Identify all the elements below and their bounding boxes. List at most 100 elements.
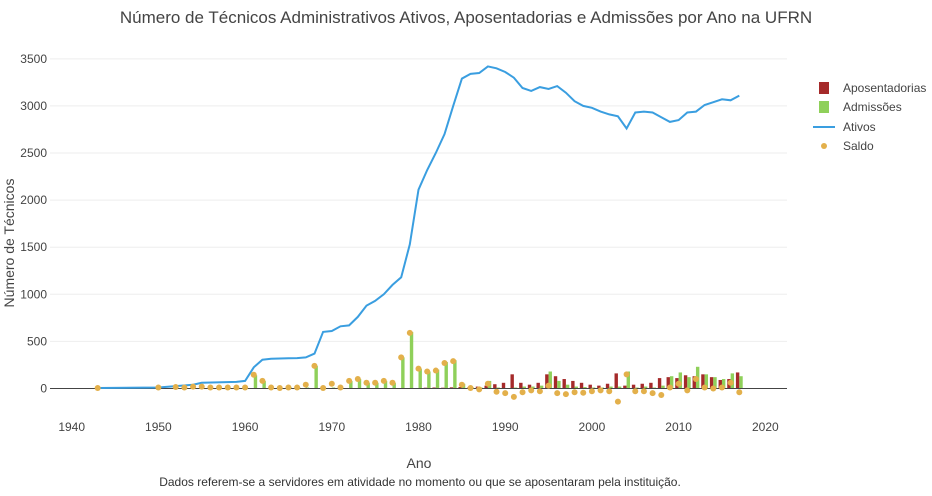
x-tick-label: 2020 bbox=[752, 420, 779, 434]
point-saldo bbox=[415, 365, 422, 372]
bar-aposentadorias bbox=[571, 380, 575, 389]
point-saldo bbox=[233, 384, 240, 391]
bar-admissões bbox=[444, 362, 448, 389]
y-tick-label: 500 bbox=[27, 334, 47, 348]
bar-aposentadorias bbox=[657, 378, 662, 389]
bar-aposentadorias bbox=[449, 387, 454, 389]
bar-aposentadorias bbox=[553, 376, 558, 389]
point-saldo bbox=[216, 384, 223, 391]
point-saldo bbox=[302, 381, 309, 388]
bar-admissões bbox=[661, 385, 665, 389]
bar-aposentadorias bbox=[666, 377, 670, 389]
point-saldo bbox=[692, 376, 699, 383]
point-saldo bbox=[181, 384, 188, 391]
bar-aposentadorias bbox=[588, 384, 592, 389]
point-saldo bbox=[580, 389, 587, 396]
x-tick-label: 2010 bbox=[665, 420, 692, 434]
bar-admissões bbox=[539, 385, 544, 389]
legend-swatch-saldo bbox=[821, 143, 827, 150]
legend-swatch-ativos bbox=[813, 125, 835, 128]
x-axis-ticks: 1940 1950 1960 1970 1980 1990 2000 2010 2020 bbox=[58, 420, 779, 434]
legend-item-ativos[interactable]: Ativos bbox=[813, 117, 926, 137]
bar-aposentadorias bbox=[527, 384, 532, 389]
bar-admissões bbox=[678, 372, 683, 389]
point-saldo bbox=[623, 371, 630, 378]
bar-aposentadorias bbox=[640, 383, 644, 389]
bar-admissões bbox=[375, 382, 379, 389]
x-tick-label: 1960 bbox=[232, 420, 259, 434]
bar-admissões bbox=[401, 357, 405, 389]
bar-aposentadorias bbox=[545, 374, 549, 389]
point-saldo bbox=[363, 379, 370, 386]
footnote: Dados referem-se a servidores em ativida… bbox=[159, 475, 681, 489]
point-saldo bbox=[450, 358, 457, 365]
point-saldo bbox=[536, 388, 543, 395]
point-saldo bbox=[727, 379, 734, 386]
bar-aposentadorias bbox=[631, 384, 636, 389]
bar-aposentadorias bbox=[536, 382, 540, 389]
point-saldo bbox=[614, 398, 621, 405]
point-saldo bbox=[155, 384, 162, 391]
point-saldo bbox=[493, 388, 500, 395]
point-saldo bbox=[649, 390, 656, 397]
bar-aposentadorias bbox=[501, 382, 506, 389]
bar-aposentadorias bbox=[649, 382, 653, 389]
chart-title: Número de Técnicos Administrativos Ativo… bbox=[119, 8, 813, 27]
point-saldo bbox=[268, 384, 275, 391]
y-tick-label: 1000 bbox=[20, 287, 47, 301]
point-saldo bbox=[562, 391, 569, 398]
point-saldo bbox=[328, 380, 335, 387]
point-saldo bbox=[528, 387, 535, 394]
bar-admissões bbox=[609, 386, 613, 389]
x-tick-label: 1970 bbox=[318, 420, 345, 434]
bar-aposentadorias bbox=[735, 372, 740, 389]
bar-aposentadorias bbox=[709, 377, 714, 389]
bar-aposentadorias bbox=[683, 375, 688, 389]
legend-label: Aposentadorias bbox=[843, 80, 927, 95]
x-tick-label: 1980 bbox=[405, 420, 432, 434]
bar-admissões bbox=[643, 386, 648, 389]
y-axis-ticks: 0 500 1000 1500 2000 2500 3000 3500 bbox=[20, 52, 47, 396]
point-saldo bbox=[424, 368, 431, 375]
bar-admissões bbox=[687, 377, 691, 389]
legend-item-saldo[interactable]: Saldo bbox=[813, 137, 926, 157]
bar-aposentadorias bbox=[493, 384, 497, 389]
bar-admissões bbox=[565, 384, 570, 389]
point-saldo bbox=[502, 390, 509, 397]
y-tick-label: 2500 bbox=[20, 146, 47, 160]
legend: Aposentadorias Admissões Ativos Saldo bbox=[813, 78, 926, 156]
point-saldo bbox=[346, 377, 353, 384]
point-saldo bbox=[389, 379, 396, 386]
bar-aposentadorias bbox=[597, 385, 601, 389]
point-saldo bbox=[276, 384, 283, 391]
point-saldo bbox=[484, 380, 491, 387]
bar-aposentadorias bbox=[701, 374, 705, 389]
bar-admissões bbox=[617, 386, 622, 389]
point-saldo bbox=[545, 382, 552, 389]
series-line-ativos bbox=[97, 65, 740, 389]
point-saldo bbox=[320, 384, 327, 391]
legend-item-aposentadorias[interactable]: Aposentadorias bbox=[813, 78, 926, 98]
bar-admissões bbox=[262, 380, 266, 389]
bar-aposentadorias bbox=[510, 374, 514, 389]
point-saldo bbox=[666, 384, 673, 391]
bar-aposentadorias bbox=[623, 385, 627, 389]
bar-aposentadorias bbox=[562, 379, 566, 389]
point-saldo bbox=[658, 392, 665, 399]
x-tick-label: 1940 bbox=[58, 420, 85, 434]
point-saldo bbox=[337, 384, 344, 391]
point-saldo bbox=[354, 376, 361, 383]
bar-admissões bbox=[427, 371, 431, 389]
bar-aposentadorias bbox=[605, 383, 610, 389]
y-tick-label: 2000 bbox=[20, 193, 47, 207]
point-saldo bbox=[372, 379, 379, 386]
bars bbox=[253, 331, 743, 389]
legend-item-admissoes[interactable]: Admissões bbox=[813, 98, 926, 118]
point-saldo bbox=[571, 389, 578, 396]
bar-admissões bbox=[669, 376, 674, 389]
bar-aposentadorias bbox=[579, 382, 584, 389]
point-saldo bbox=[554, 390, 561, 397]
point-saldo bbox=[380, 377, 387, 384]
y-tick-label: 3000 bbox=[20, 99, 47, 113]
bar-admissões bbox=[366, 382, 370, 389]
